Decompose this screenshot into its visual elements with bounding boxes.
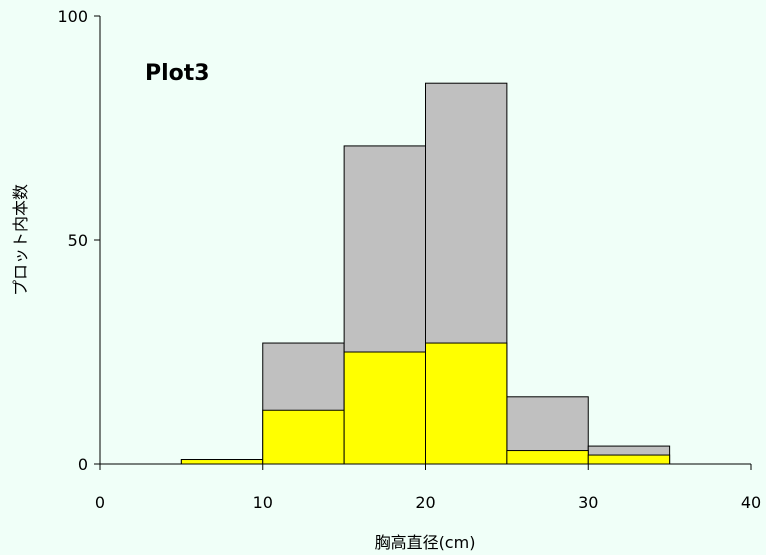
x-tick-label-0: 0 [95, 493, 105, 512]
bar-series1-1 [262, 409, 345, 465]
bar-series1-0 [180, 459, 264, 465]
y-tick-label-0: 0 [78, 455, 88, 474]
y-axis-label: プロット内本数 [11, 184, 30, 296]
bars-layer [180, 82, 671, 465]
x-tick-label-30: 30 [578, 493, 598, 512]
bar-series1-4 [506, 450, 589, 465]
bar-series1-5 [587, 454, 671, 465]
x-axis-label: 胸高直径(cm) [375, 533, 476, 552]
chart-title: Plot3 [145, 61, 210, 86]
bar-series1-2 [343, 351, 426, 465]
ticks-layer: 0 50 100 0 10 20 30 40 [57, 7, 761, 512]
y-tick-label-100: 100 [57, 7, 88, 26]
bar-series1-3 [425, 342, 508, 465]
y-tick-label-50: 50 [68, 231, 88, 250]
x-tick-label-20: 20 [415, 493, 435, 512]
x-tick-label-40: 40 [741, 493, 761, 512]
x-tick-label-10: 10 [253, 493, 273, 512]
